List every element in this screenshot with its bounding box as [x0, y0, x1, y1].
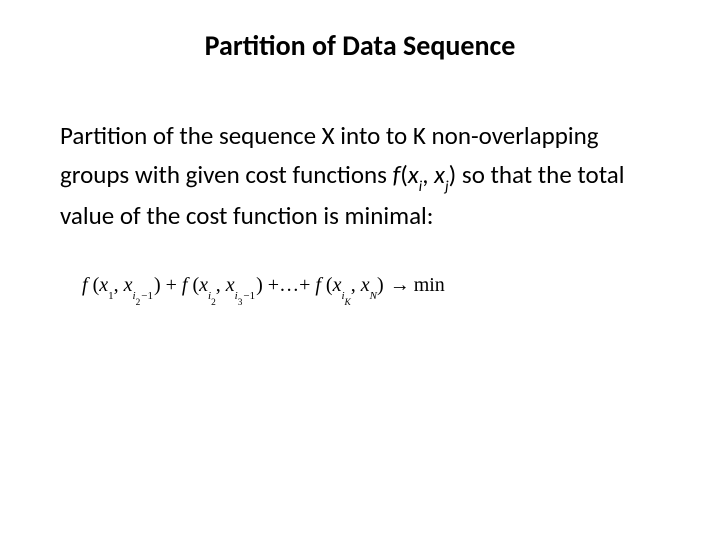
formula-subsub-K: K: [345, 298, 351, 308]
fn-x2: x: [434, 159, 445, 190]
formula-sub-N: N: [370, 290, 377, 302]
slide-title: Partition of Data Sequence: [60, 28, 660, 63]
formula-min: min: [414, 274, 445, 296]
fn-x1: x: [408, 159, 419, 190]
formula-close1: ): [154, 274, 161, 296]
formula-comma2: ,: [216, 274, 221, 296]
formula-open2: (: [187, 274, 199, 296]
formula-subsub-2b: 2: [211, 298, 216, 308]
fn-sub-j: j: [445, 177, 449, 196]
formula-sub-i2: i2: [208, 290, 216, 302]
formula: f (x1, xi2−1) + f (xi2, xi3−1) +…+ f (xi…: [82, 274, 660, 302]
formula-sub-i3m1: i3−1: [235, 290, 256, 302]
formula-open3: (: [321, 274, 333, 296]
formula-x1b: x: [124, 274, 133, 296]
formula-x2a: x: [199, 274, 208, 296]
formula-plus1: +: [161, 274, 182, 296]
formula-sub-i2m1: i2−1: [133, 290, 154, 302]
formula-subsub-3: 3: [238, 298, 243, 308]
formula-arrow: →: [384, 274, 414, 296]
body-paragraph: Partition of the sequence X into to K no…: [60, 117, 660, 236]
fn-sub-i: i: [419, 177, 423, 196]
formula-x2b: x: [226, 274, 235, 296]
formula-x3b: x: [361, 274, 370, 296]
formula-sub-1: 1: [108, 290, 114, 302]
formula-comma1: ,: [114, 274, 119, 296]
formula-dots: +…+: [263, 274, 316, 296]
formula-comma3: ,: [351, 274, 356, 296]
slide: Partition of Data Sequence Partition of …: [0, 0, 720, 540]
formula-close3: ): [377, 274, 384, 296]
formula-x1a: x: [99, 274, 108, 296]
formula-close2: ): [256, 274, 263, 296]
formula-sub-iK: iK: [341, 290, 350, 302]
fn-open: (: [400, 159, 408, 190]
formula-subsub-2: 2: [136, 298, 141, 308]
formula-minus1-a: −1: [140, 290, 154, 302]
formula-minus1-b: −1: [242, 290, 256, 302]
formula-open1: (: [88, 274, 100, 296]
fn-comma: ,: [422, 159, 434, 190]
